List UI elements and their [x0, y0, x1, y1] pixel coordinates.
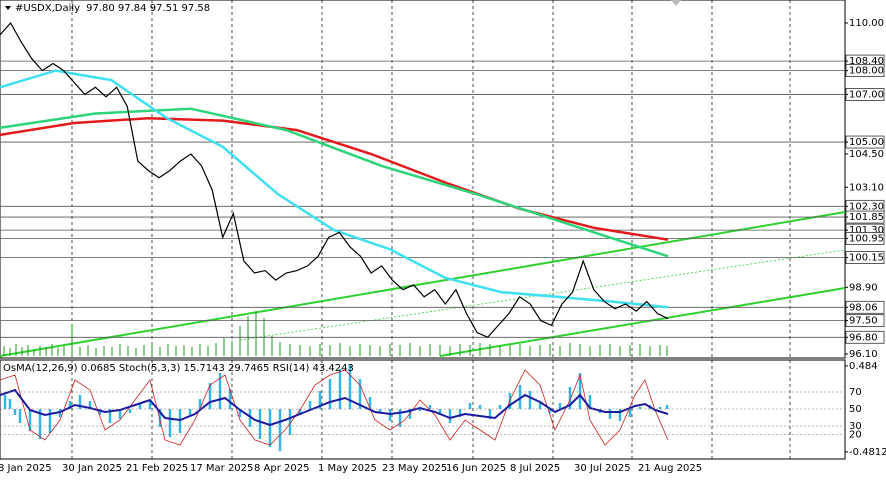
- price-series: [0, 21, 669, 339]
- price-label: 101.85: [849, 212, 884, 223]
- date-label: 21 Aug 2025: [638, 463, 702, 474]
- symbol-header: #USDX,Daily 97.80 97.84 97.51 97.58: [15, 3, 210, 14]
- price-label: 108.00: [849, 66, 884, 77]
- price-label: 103.10: [849, 182, 884, 193]
- date-label: 30 Jul 2025: [574, 463, 631, 474]
- moving-average: [0, 107, 669, 258]
- moving-average: [0, 69, 669, 309]
- price-label: 108.40: [849, 56, 884, 67]
- oscillator-label: 30: [849, 421, 862, 432]
- price-label: 96.10: [849, 349, 878, 360]
- moving-averages: [0, 69, 669, 309]
- price-label: 96.80: [849, 332, 878, 343]
- collapse-arrow[interactable]: [5, 6, 11, 10]
- date-label: 21 Feb 2025: [126, 463, 188, 474]
- date-label: 8 Jan 2025: [0, 463, 52, 474]
- symbol: #USDX,Daily: [15, 3, 80, 14]
- date-label: 17 Mar 2025: [190, 463, 253, 474]
- rsi-line: [0, 388, 669, 427]
- date-label: 23 May 2025: [382, 463, 447, 474]
- price-label: 105.00: [849, 137, 884, 148]
- price-label: 100.95: [849, 233, 884, 244]
- oscillator-label: 70: [849, 387, 862, 398]
- price-label: 110.00: [849, 18, 884, 29]
- stochastic-line: [0, 369, 669, 446]
- volume-bars: [3, 311, 668, 356]
- oscillator-label: 50: [849, 404, 862, 415]
- price-label: 104.50: [849, 149, 884, 160]
- price-levels: [0, 60, 845, 338]
- date-label: 8 Apr 2025: [254, 463, 309, 474]
- vertical-grid: [71, 0, 791, 459]
- osma-label: 0.484: [849, 361, 878, 372]
- oscillator-levels: [0, 391, 845, 435]
- price-label: 98.06: [849, 302, 878, 313]
- close-line: [0, 21, 669, 339]
- price-label: 97.50: [849, 316, 878, 327]
- price-label: 107.00: [849, 89, 884, 100]
- shift-marker[interactable]: [671, 0, 681, 6]
- price-label: 101.30: [849, 225, 884, 236]
- date-label: 16 Jun 2025: [446, 463, 506, 474]
- date-label: 30 Jan 2025: [62, 463, 122, 474]
- indicator-header: OsMA(12,26,9) 0.0685 Stoch(5,3,3) 15.714…: [3, 363, 354, 374]
- trend-lines: [0, 211, 846, 357]
- ohlc: 97.80 97.84 97.51 97.58: [86, 3, 210, 14]
- date-label: 1 May 2025: [318, 463, 377, 474]
- price-label: 102.30: [849, 201, 884, 212]
- date-label: 8 Jul 2025: [510, 463, 560, 474]
- price-label: 100.15: [849, 253, 884, 264]
- price-label: 98.90: [849, 282, 878, 293]
- oscillator-label: 20: [849, 430, 862, 441]
- osma-label: -0.4812: [849, 447, 886, 458]
- moving-average: [0, 116, 669, 241]
